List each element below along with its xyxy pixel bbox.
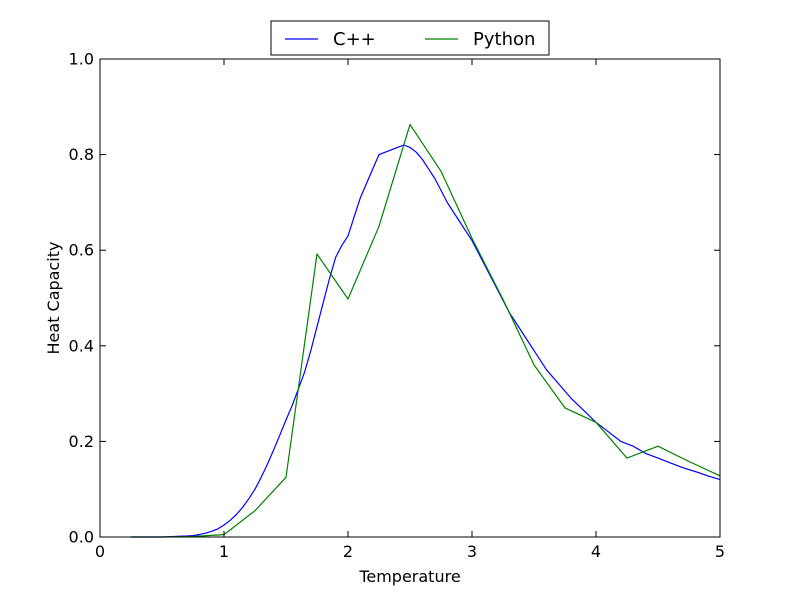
- y-tick-label: 0.4: [69, 336, 94, 355]
- x-tick-label: 4: [591, 542, 601, 561]
- legend-label-python: Python: [473, 29, 535, 50]
- x-axis-label: Temperature: [358, 567, 460, 586]
- legend-label-cpp: C++: [333, 29, 376, 50]
- x-tick-label: 2: [343, 542, 353, 561]
- y-tick-label: 1.0: [69, 50, 94, 69]
- y-tick-label: 0.6: [69, 241, 94, 260]
- y-axis-label: Heat Capacity: [44, 242, 63, 355]
- series-line-cp: [131, 144, 721, 538]
- series-line-python: [131, 123, 721, 538]
- y-tick-label: 0.8: [69, 145, 94, 164]
- legend-box: [270, 20, 550, 56]
- plot-lines: [131, 123, 721, 538]
- plot-frame: [99, 58, 721, 538]
- x-tick-label: 5: [715, 542, 725, 561]
- y-tick-label: 0.2: [69, 432, 94, 451]
- legend: C++ Python: [270, 20, 550, 56]
- x-tick-label: 3: [467, 542, 477, 561]
- y-tick-label: 0.0: [69, 528, 94, 547]
- axis-ticks: 0 1 2 3 4 5 0.0 0.2 0.4 0.6 0.8 1.0: [69, 50, 726, 562]
- x-tick-label: 1: [219, 542, 229, 561]
- x-tick-label: 0: [95, 542, 105, 561]
